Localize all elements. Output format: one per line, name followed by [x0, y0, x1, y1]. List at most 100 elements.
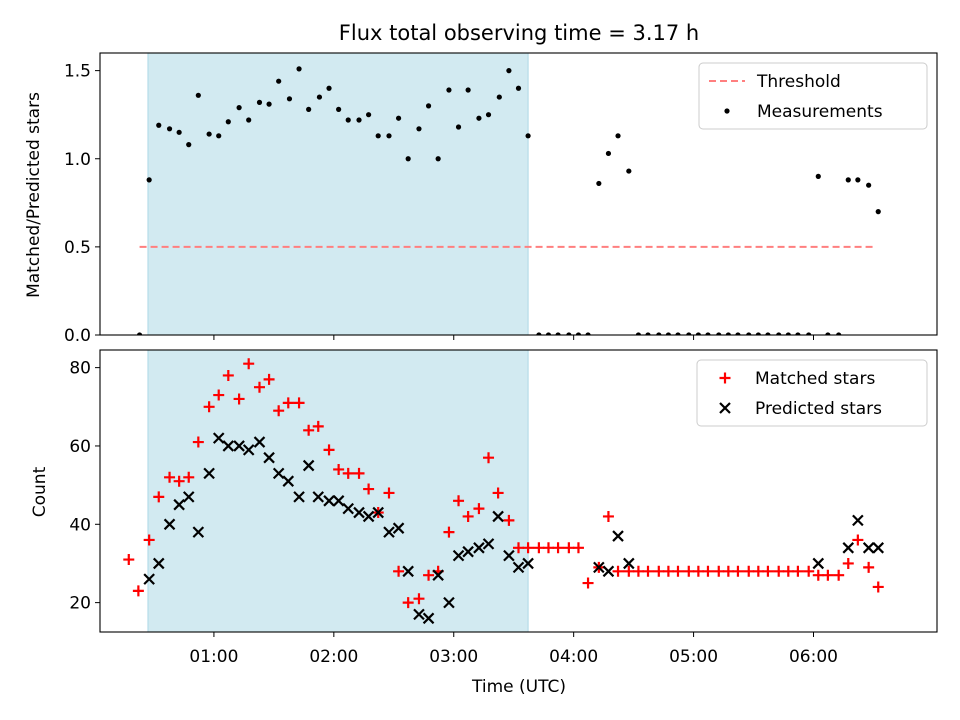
- matched-stars-point: [353, 467, 365, 479]
- predicted-stars-point: [482, 538, 495, 550]
- predicted-stars-point: [282, 475, 295, 487]
- predicted-stars-point: [602, 565, 615, 578]
- count-y-tick-label: 60: [69, 437, 91, 457]
- matched-stars-point: [662, 565, 674, 577]
- measurements-point: [555, 332, 561, 335]
- predicted-stars-point: [462, 545, 474, 558]
- measurements-point: [266, 101, 272, 107]
- x-tick-label: 06:00: [789, 647, 838, 667]
- matched-stars-point: [243, 358, 255, 370]
- measurements-point: [536, 332, 542, 335]
- predicted-stars-point: [372, 506, 384, 519]
- measurements-point: [276, 78, 282, 84]
- measurements-point: [815, 173, 821, 179]
- predicted-stars-point: [263, 451, 275, 464]
- x-tick-label: 04:00: [549, 647, 598, 667]
- predicted-stars-point: [623, 557, 635, 570]
- measurements-point: [156, 122, 162, 128]
- measurements-point: [675, 332, 681, 335]
- count-y-tick-label: 80: [69, 359, 91, 379]
- measurements-point: [776, 332, 782, 335]
- measurements-point: [296, 66, 302, 72]
- matched-stars-point: [863, 561, 875, 573]
- matched-stars-point: [222, 369, 234, 381]
- matched-stars-point: [683, 565, 695, 577]
- measurements-point: [425, 103, 432, 109]
- matched-stars-point: [253, 381, 265, 393]
- matched-stars-point: [143, 534, 155, 546]
- x-tick-label: 03:00: [429, 647, 478, 667]
- measurements-point: [686, 332, 692, 335]
- measurements-point: [705, 332, 711, 335]
- measurements-point: [306, 106, 312, 112]
- matched-stars-point: [522, 542, 534, 554]
- measurements-point: [836, 332, 842, 335]
- x-tick-label: 01:00: [189, 647, 238, 667]
- measurements-point: [855, 177, 861, 183]
- measurements-point: [635, 332, 642, 335]
- measurements-point: [206, 131, 212, 137]
- measurements-point: [225, 119, 231, 125]
- measurements-point: [806, 332, 812, 335]
- measurements-point: [176, 129, 182, 135]
- matched-stars-point: [833, 569, 845, 581]
- matched-stars-point: [782, 565, 794, 577]
- top-y-axis-label: Matched/Predicted stars: [24, 92, 44, 298]
- measurements-point: [236, 105, 242, 111]
- ratio-y-tick-label: 1.5: [64, 62, 91, 82]
- matched-stars-point: [462, 510, 474, 522]
- matched-stars-point: [233, 393, 245, 405]
- matched-stars-point: [513, 542, 524, 554]
- measurements-point: [765, 332, 771, 335]
- matched-stars-legend-swatch: [719, 372, 731, 384]
- predicted-stars-point: [512, 561, 525, 574]
- count-y-tick-label: 20: [69, 594, 91, 614]
- predicted-stars-point: [203, 467, 215, 480]
- matched-stars-point: [183, 471, 195, 483]
- measurements-point: [735, 332, 741, 335]
- chart-title: Flux total observing time = 3.17 h: [339, 21, 699, 45]
- matched-stars-point: [492, 487, 504, 499]
- predicted-stars-point: [332, 495, 345, 507]
- matched-stars-point: [473, 503, 485, 515]
- measurements-legend-label: Measurements: [757, 102, 883, 122]
- matched-stars-point: [563, 542, 575, 554]
- count-observing-window: [147, 350, 529, 632]
- predicted-stars-point: [852, 514, 864, 527]
- predicted-stars-point: [163, 518, 176, 531]
- matched-stars-point: [203, 401, 215, 413]
- measurements-point: [356, 117, 362, 123]
- predicted-stars-point: [842, 542, 855, 554]
- predicted-stars-point: [422, 612, 435, 625]
- measurements-point: [375, 133, 381, 139]
- measurements-point: [146, 177, 152, 183]
- predicted-stars-point: [293, 491, 305, 503]
- measurements-point: [345, 117, 351, 123]
- measurements-point: [645, 332, 651, 335]
- predicted-stars-point: [192, 526, 205, 538]
- count-legend: Matched stars Predicted stars: [696, 359, 928, 427]
- predicted-stars-point: [222, 440, 235, 452]
- predicted-stars-point: [212, 432, 225, 444]
- count-legend-box: [696, 359, 928, 427]
- matched-stars-point: [773, 565, 785, 577]
- predicted-stars-point: [152, 557, 165, 570]
- measurements-point: [596, 180, 602, 187]
- matched-stars-point: [692, 565, 704, 577]
- predicted-stars-point: [233, 440, 245, 452]
- measurements-point: [545, 332, 552, 335]
- matched-stars-point: [642, 565, 654, 577]
- measurements-point: [256, 99, 263, 105]
- predicted-stars-point: [302, 459, 315, 472]
- matched-stars-point: [672, 565, 684, 577]
- matched-stars-point: [342, 467, 354, 479]
- ratio-observing-window: [147, 53, 529, 335]
- predicted-stars-point: [173, 498, 185, 511]
- measurements-point: [795, 332, 801, 335]
- measurements-point: [395, 115, 402, 121]
- matched-stars-point: [653, 565, 665, 577]
- measurements-point: [166, 126, 173, 132]
- ratio-legend: Threshold Measurements: [698, 62, 928, 130]
- measurements-point: [585, 332, 591, 335]
